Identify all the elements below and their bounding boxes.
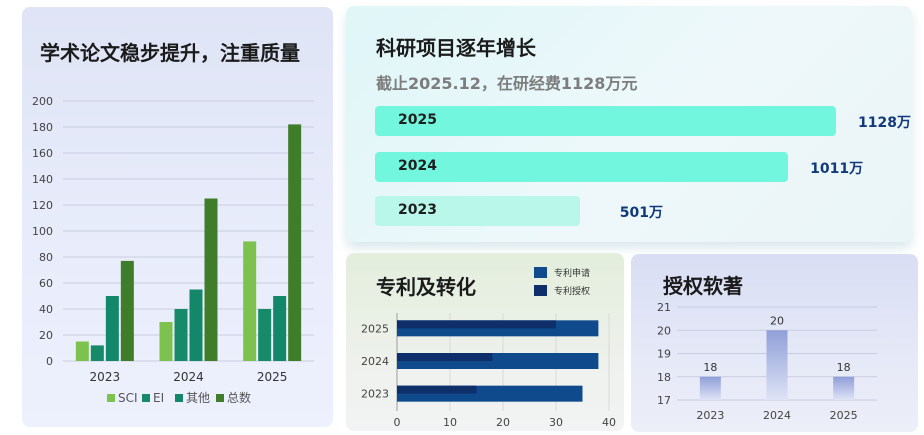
software-chart: 17 18 19 20 21 18 2023 20 2024 18 2025 xyxy=(657,301,877,422)
legend-label: SCI xyxy=(118,391,138,405)
x-tick-label: 2023 xyxy=(90,370,121,384)
x-tick-label: 30 xyxy=(549,416,563,429)
bar-总数-2025 xyxy=(288,124,302,362)
x-tick-label: 2025 xyxy=(257,370,288,384)
legend-swatch xyxy=(534,285,547,296)
x-tick-label: 2024 xyxy=(763,409,791,422)
y-tick-label: 180 xyxy=(32,121,53,134)
legend-label: 总数 xyxy=(227,390,251,405)
bar-其他-2025 xyxy=(273,296,287,361)
x-tick-label: 40 xyxy=(602,416,616,429)
funding-year-label: 2024 xyxy=(398,158,437,174)
y-tick-label: 2025 xyxy=(361,322,389,335)
bar-总数-2024 xyxy=(204,198,218,361)
bar-其他-2024 xyxy=(189,289,203,361)
data-label: 18 xyxy=(837,361,851,374)
y-tick-label: 120 xyxy=(32,199,53,212)
y-tick-label: 60 xyxy=(39,277,53,290)
legend-label: 其他 xyxy=(186,391,210,405)
bar-SCI-2025 xyxy=(243,241,257,361)
legend-label: 专利授权 xyxy=(554,285,590,297)
legend-label: 专利申请 xyxy=(554,267,590,279)
x-tick-label: 2025 xyxy=(830,409,858,422)
bar-其他-2023 xyxy=(105,296,119,361)
x-tick-label: 10 xyxy=(443,416,457,429)
funding-value-label: 1011万 xyxy=(810,161,864,177)
legend-swatch xyxy=(534,267,547,278)
bar-2025 xyxy=(833,376,855,400)
funding-title: 科研项目逐年增长 xyxy=(376,36,536,60)
bar-总数-2023 xyxy=(120,260,134,361)
y-tick-label: 100 xyxy=(32,225,53,238)
y-tick-label: 0 xyxy=(46,355,53,368)
funding-year-label: 2025 xyxy=(398,112,437,128)
funding-bar-2025 xyxy=(375,106,836,136)
y-tick-label: 2024 xyxy=(361,355,389,368)
papers-panel: 学术论文稳步提升，注重质量 0 20 40 60 80 100 120 140 160 180 20… xyxy=(22,7,333,427)
legend-swatch xyxy=(107,394,115,402)
papers-chart: 0 20 40 60 80 100 120 140 160 180 200 2023 2024 2025 S… xyxy=(32,95,314,405)
y-tick-label: 40 xyxy=(39,303,53,316)
papers-title: 学术论文稳步提升，注重质量 xyxy=(40,41,300,65)
funding-subtitle: 截止2025.12，在研经费1128万元 xyxy=(376,74,638,93)
software-panel: 授权软著 17 18 19 20 21 18 2023 20 2024 18 2025 xyxy=(631,254,918,432)
y-tick-label: 20 xyxy=(39,329,53,342)
y-tick-label: 2023 xyxy=(361,388,389,401)
software-title: 授权软著 xyxy=(663,274,743,298)
data-label: 18 xyxy=(703,361,717,374)
y-tick-label: 18 xyxy=(657,371,671,384)
y-tick-label: 21 xyxy=(657,301,671,314)
funding-value-label: 1128万 xyxy=(858,115,911,131)
y-tick-label: 200 xyxy=(32,95,53,108)
bar-专利授权-2025 xyxy=(397,320,556,329)
bar-SCI-2024 xyxy=(159,322,173,361)
x-tick-label: 2024 xyxy=(173,370,204,384)
funding-value-label: 501万 xyxy=(619,205,663,221)
legend-swatch xyxy=(216,394,224,402)
data-label: 20 xyxy=(770,314,784,327)
bar-2023 xyxy=(699,376,721,400)
legend-label: EI xyxy=(153,391,164,405)
funding-panel: 科研项目逐年增长 截止2025.12，在研经费1128万元 2025 1128万 2… xyxy=(346,6,912,242)
y-tick-label: 140 xyxy=(32,173,53,186)
y-tick-label: 17 xyxy=(657,394,671,407)
funding-bar-2023 xyxy=(375,196,580,226)
bar-2024 xyxy=(766,330,788,400)
bar-EI-2024 xyxy=(174,309,188,361)
patents-panel: 专利及转化 0 10 20 30 40 2025 2024 2023 专利申请专利授权 xyxy=(346,253,624,431)
y-tick-label: 20 xyxy=(657,324,671,337)
y-tick-label: 80 xyxy=(39,251,53,264)
bar-EI-2025 xyxy=(258,309,272,361)
x-tick-label: 20 xyxy=(496,416,510,429)
patents-title: 专利及转化 xyxy=(376,275,476,299)
legend-swatch xyxy=(175,394,183,402)
funding-bar-2024 xyxy=(375,152,789,182)
funding-year-label: 2023 xyxy=(398,202,437,218)
x-tick-label: 0 xyxy=(394,416,401,429)
bar-专利授权-2024 xyxy=(397,353,493,361)
x-tick-label: 2023 xyxy=(696,409,724,422)
y-tick-label: 19 xyxy=(657,348,671,361)
y-tick-label: 160 xyxy=(32,147,53,160)
bar-EI-2023 xyxy=(90,345,104,361)
bar-专利授权-2023 xyxy=(397,385,477,394)
legend-swatch xyxy=(142,394,150,402)
bar-SCI-2023 xyxy=(75,341,89,361)
